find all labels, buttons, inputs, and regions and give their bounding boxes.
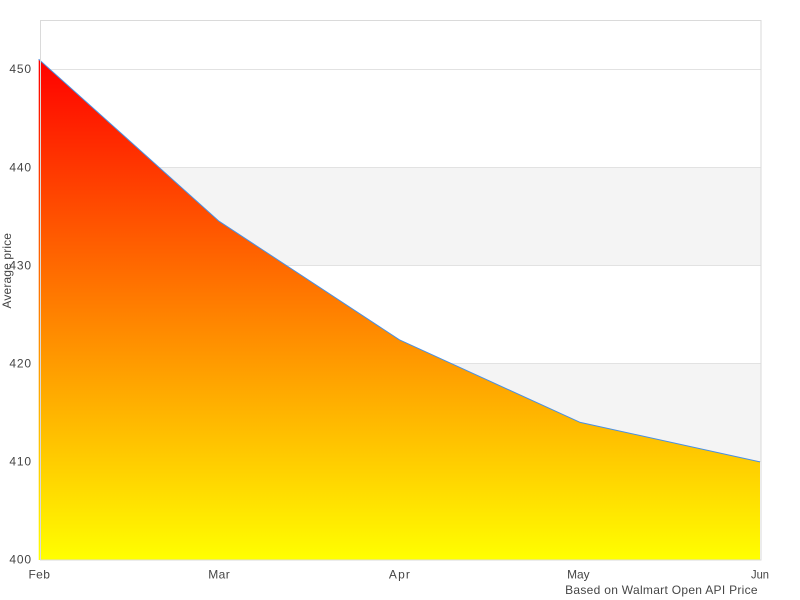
svg-text:Feb: Feb <box>28 567 50 581</box>
svg-text:400: 400 <box>9 553 31 567</box>
svg-text:Apr: Apr <box>389 567 410 581</box>
svg-text:Based on Walmart Open API Pric: Based on Walmart Open API Price <box>565 583 758 597</box>
svg-text:Jun: Jun <box>751 567 769 581</box>
svg-text:440: 440 <box>9 160 31 174</box>
svg-text:May: May <box>567 567 590 581</box>
svg-text:420: 420 <box>9 357 31 371</box>
svg-text:450: 450 <box>9 62 31 76</box>
svg-text:430: 430 <box>9 258 31 272</box>
svg-text:410: 410 <box>9 455 31 469</box>
svg-text:Mar: Mar <box>208 567 230 581</box>
svg-text:Average price: Average price <box>0 233 14 309</box>
